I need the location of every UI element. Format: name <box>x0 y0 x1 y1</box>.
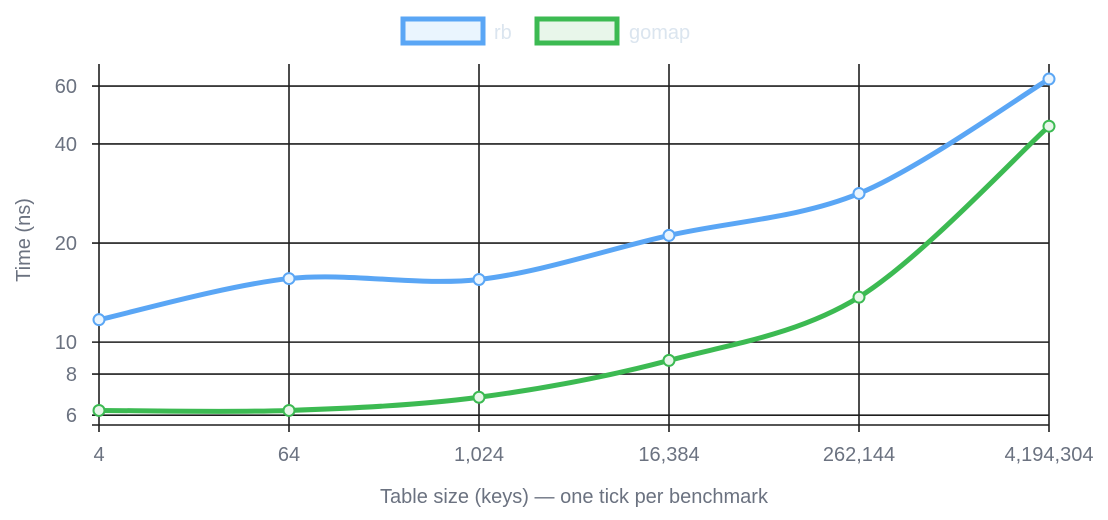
y-tick-label: 40 <box>55 134 77 156</box>
y-axis-title: Time (ns) <box>13 198 35 282</box>
legend-item-gomap[interactable]: gomap <box>534 16 690 46</box>
tick-labels: 4 64 1,024 16,384 262,144 4,194,304 6 8 10 20 40 60 <box>55 76 1094 466</box>
legend-label: gomap <box>629 22 690 44</box>
x-tick-label: 4 <box>93 444 104 466</box>
legend-swatch <box>400 16 486 46</box>
x-tick-label: 16,384 <box>638 444 699 466</box>
x-tick-label: 1,024 <box>454 444 504 466</box>
series-line-rb <box>96 76 1052 323</box>
legend: rb gomap <box>400 16 690 46</box>
data-point-rb[interactable] <box>662 228 676 242</box>
legend-item-rb[interactable]: rb <box>400 16 512 46</box>
y-tick-label: 10 <box>55 332 77 354</box>
data-point-rb[interactable] <box>92 313 106 327</box>
data-point-gomap[interactable] <box>92 403 106 417</box>
series-line-gomap <box>96 123 1052 414</box>
data-point-rb[interactable] <box>852 186 866 200</box>
data-point-gomap[interactable] <box>282 403 296 417</box>
x-axis-title: Table size (keys) — one tick per benchma… <box>380 486 769 508</box>
y-tick-label: 8 <box>66 364 77 386</box>
series-rb <box>92 72 1056 327</box>
grid <box>92 64 1050 432</box>
data-point-gomap[interactable] <box>472 390 486 404</box>
data-point-rb[interactable] <box>1042 72 1056 86</box>
legend-label: rb <box>494 22 512 44</box>
x-tick-label: 262,144 <box>823 444 895 466</box>
series-gomap <box>92 119 1056 417</box>
data-point-gomap[interactable] <box>662 353 676 367</box>
data-point-rb[interactable] <box>282 272 296 286</box>
x-tick-label: 64 <box>278 444 300 466</box>
y-tick-label: 6 <box>66 405 77 427</box>
y-tick-label: 60 <box>55 76 77 98</box>
data-point-gomap[interactable] <box>1042 119 1056 133</box>
data-point-gomap[interactable] <box>852 290 866 304</box>
x-tick-label: 4,194,304 <box>1005 444 1094 466</box>
legend-swatch <box>534 16 620 46</box>
data-point-rb[interactable] <box>472 272 486 286</box>
series-layer <box>92 72 1056 417</box>
y-tick-label: 20 <box>55 233 77 255</box>
